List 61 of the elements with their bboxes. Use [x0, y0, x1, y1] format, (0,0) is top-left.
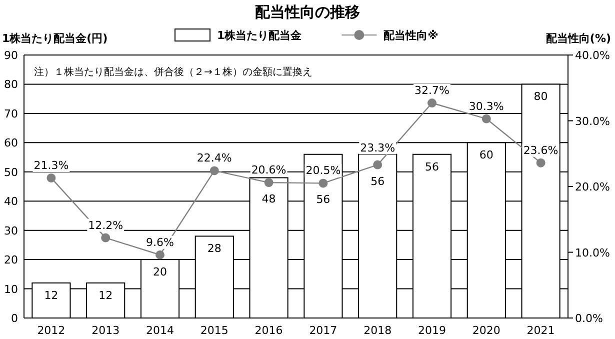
y-tick-label: 40 [4, 195, 18, 208]
data-label: 23.3% [360, 141, 396, 154]
y-tick-label: 80 [4, 78, 18, 92]
y-axis-title: 1株当たり配当金(円) [2, 32, 108, 45]
x-tick-label: 2013 [92, 324, 120, 337]
y-tick-label: 20 [4, 254, 18, 267]
data-label: 22.4% [196, 152, 232, 165]
chart-title: 配当性向の推移 [255, 3, 360, 21]
point [101, 233, 110, 242]
data-label: 80 [534, 90, 548, 104]
data-label: 56 [425, 160, 439, 174]
data-label: 20.6% [251, 164, 286, 177]
point [373, 160, 382, 170]
point [482, 114, 491, 124]
data-label: 20.5% [306, 164, 341, 178]
y-tick-label: 60 [4, 136, 18, 150]
y-tick-label: 70 [4, 107, 18, 120]
point [536, 158, 546, 168]
x-tick-label: 2012 [37, 324, 66, 337]
point [428, 98, 436, 108]
data-label: 32.7% [414, 84, 450, 97]
data-label: 30.3% [468, 100, 504, 113]
y-tick-label: 90 [4, 49, 18, 62]
y2-tick-label: 30.0% [575, 114, 610, 128]
data-label: 12.2% [88, 218, 124, 232]
data-label: 12 [98, 288, 113, 302]
y-tick-label: 50 [4, 166, 18, 179]
data-label: 48 [262, 192, 276, 206]
x-tick-label: 2016 [254, 324, 283, 337]
x-tick-label: 2019 [418, 324, 446, 337]
point [264, 178, 274, 188]
point [210, 166, 219, 176]
x-tick-label: 2018 [364, 324, 392, 337]
data-label: 60 [479, 148, 494, 162]
x-tick-label: 2014 [146, 324, 174, 337]
y2-axis-title: 配当性向(%) [546, 32, 611, 45]
y-tick-label: 30 [4, 224, 18, 238]
data-label: 56 [370, 174, 385, 188]
data-label: 56 [316, 193, 330, 206]
y2-tick-label: 40.0% [575, 49, 610, 62]
x-tick-label: 2020 [472, 324, 500, 337]
data-label: 21.3% [34, 158, 69, 172]
data-label: 9.6% [146, 236, 174, 249]
x-tick-label: 2015 [200, 324, 228, 337]
y-tick-label: 0 [11, 312, 18, 325]
x-tick-label: 2017 [309, 324, 338, 337]
legend-label: 1株当たり配当金 [217, 29, 303, 42]
data-label: 20 [153, 266, 167, 279]
x-tick-label: 2021 [526, 324, 555, 337]
legend-label: 配当性向※ [384, 29, 438, 42]
data-label: 23.6% [523, 144, 558, 157]
data-label: 12 [44, 288, 58, 302]
point [318, 178, 328, 188]
y2-tick-label: 10.0% [575, 246, 610, 260]
annotation: 注）１株当たり配当金は、併合後（２→１株）の金額に置換え [34, 66, 312, 78]
y2-tick-label: 0.0% [575, 312, 603, 325]
y-tick-label: 10 [4, 282, 18, 296]
data-label: 28 [207, 242, 222, 256]
point [156, 250, 164, 260]
point [46, 173, 56, 182]
y2-tick-label: 20.0% [575, 180, 610, 194]
